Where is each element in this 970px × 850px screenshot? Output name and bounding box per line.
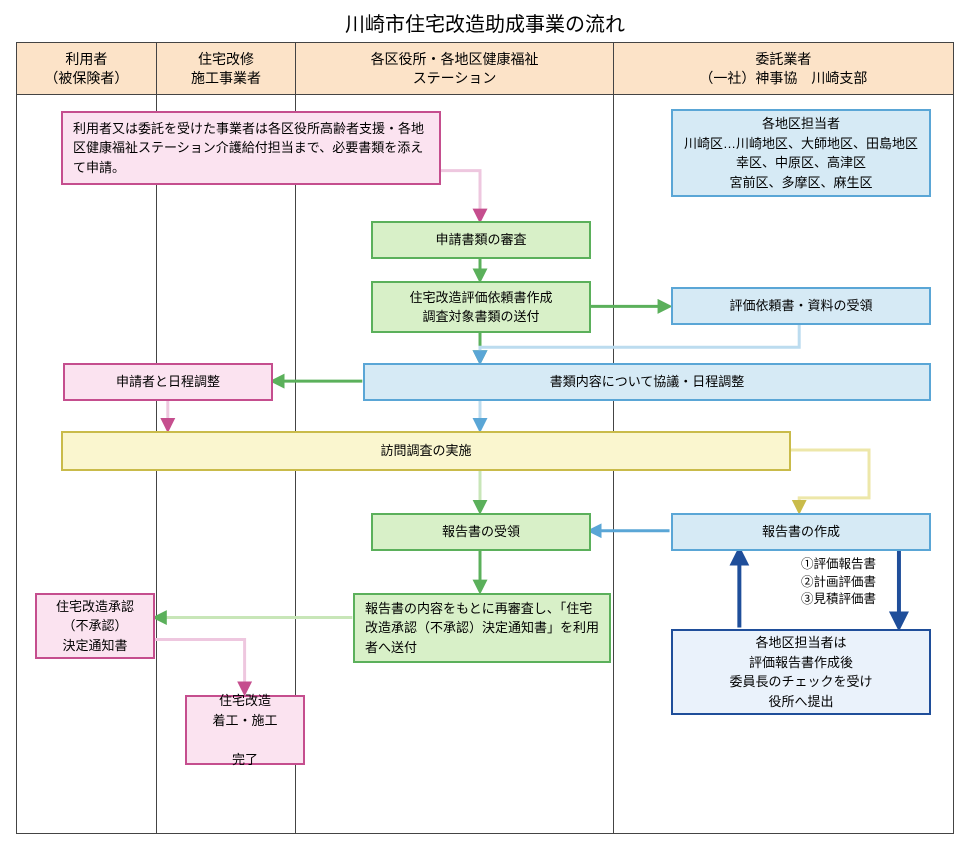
flow-node: 申請者と日程調整	[63, 363, 273, 401]
column-header: 各区役所・各地区健康福祉ステーション	[296, 43, 613, 94]
flow-node: 訪問調査の実施	[61, 431, 791, 471]
column-header: 委託業者（一社）神事協 川崎支部	[614, 43, 953, 94]
page-title: 川崎市住宅改造助成事業の流れ	[0, 0, 970, 43]
report-list-annotation: ①評価報告書②計画評価書③見積評価書	[801, 556, 876, 609]
flow-node: 住宅改造評価依頼書作成調査対象書類の送付	[371, 281, 591, 333]
column-header: 利用者（被保険者）	[17, 43, 157, 94]
flow-grid: 利用者（被保険者）住宅改修施工事業者各区役所・各地区健康福祉ステーション委託業者…	[16, 42, 954, 834]
flow-node: 報告書の内容をもとに再審査し、「住宅改造承認（不承認）決定通知書」を利用者へ送付	[353, 593, 611, 663]
flow-node: 報告書の作成	[671, 513, 931, 551]
flow-node: 評価依頼書・資料の受領	[671, 287, 931, 325]
flow-node: 各地区担当者川崎区…川崎地区、大師地区、田島地区幸区、中原区、高津区宮前区、多摩…	[671, 109, 931, 197]
flow-node: 住宅改造着工・施工完了	[185, 695, 305, 765]
flow-node: 利用者又は委託を受けた事業者は各区役所高齢者支援・各地区健康福祉ステーション介護…	[61, 111, 441, 185]
column-header: 住宅改修施工事業者	[157, 43, 297, 94]
flow-node: 書類内容について協議・日程調整	[363, 363, 931, 401]
flow-node: 住宅改造承認（不承認）決定通知書	[35, 593, 155, 659]
flow-node: 申請書類の審査	[371, 221, 591, 259]
flow-node: 報告書の受領	[371, 513, 591, 551]
flow-node: 各地区担当者は評価報告書作成後委員長のチェックを受け役所へ提出	[671, 629, 931, 715]
column-headers: 利用者（被保険者）住宅改修施工事業者各区役所・各地区健康福祉ステーション委託業者…	[17, 43, 953, 95]
